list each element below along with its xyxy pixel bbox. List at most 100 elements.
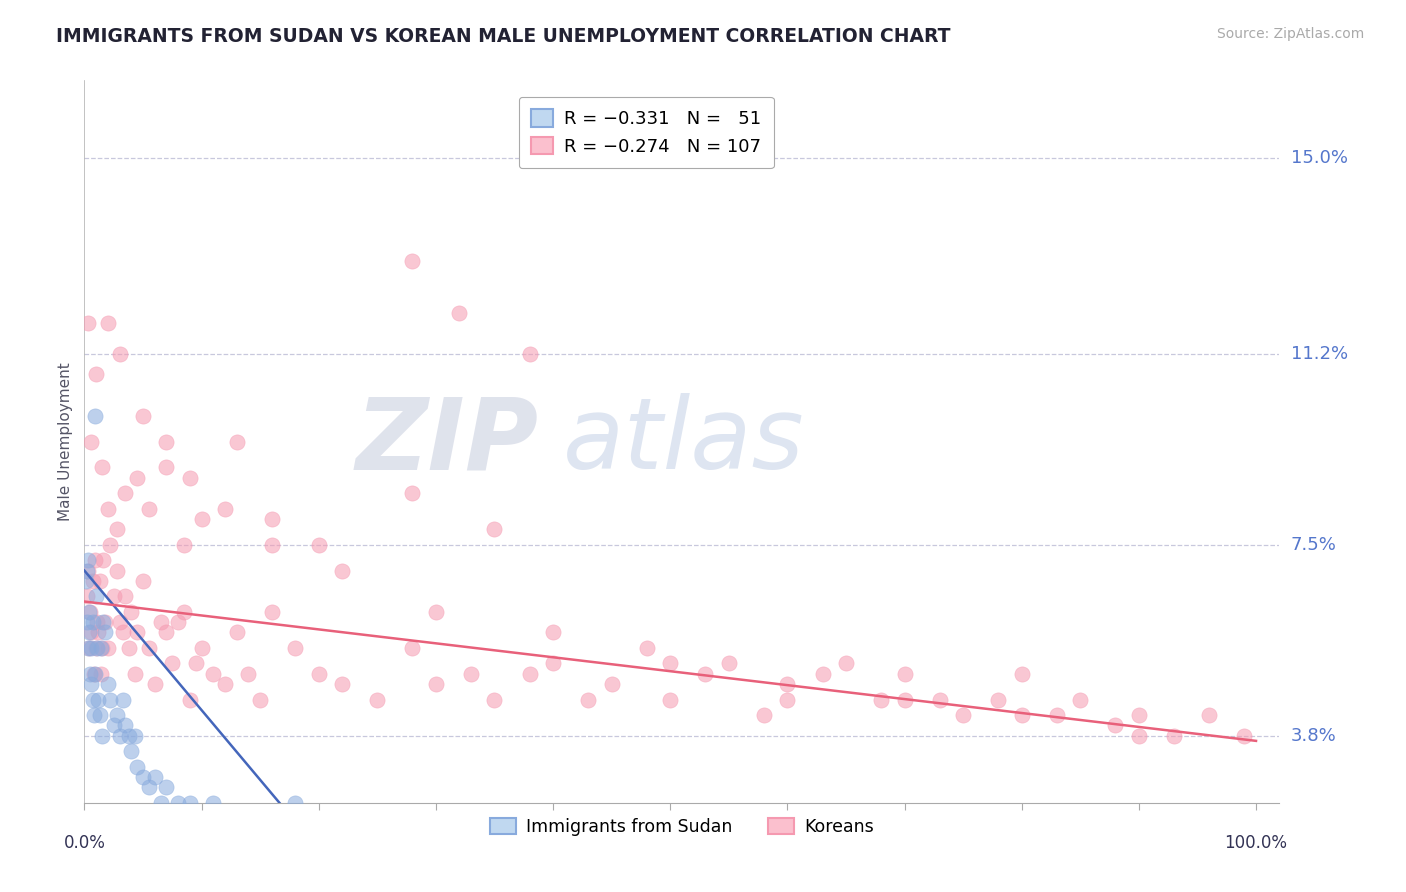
Point <box>91 615 114 630</box>
Point <box>86 640 108 655</box>
Point <box>260 538 283 552</box>
Text: ZIP: ZIP <box>356 393 538 490</box>
Point <box>77 605 100 619</box>
Point <box>870 692 893 706</box>
Point <box>103 590 125 604</box>
Text: 0.0%: 0.0% <box>63 834 105 852</box>
Point <box>77 625 100 640</box>
Point <box>1011 708 1033 723</box>
Point <box>1011 666 1033 681</box>
Point <box>89 708 111 723</box>
Point <box>214 677 236 691</box>
Point <box>190 640 212 655</box>
Point <box>149 796 172 810</box>
Text: 7.5%: 7.5% <box>1291 536 1337 554</box>
Point <box>84 553 107 567</box>
Point <box>112 625 135 640</box>
Point <box>76 564 98 578</box>
Point <box>80 434 103 449</box>
Point <box>162 657 183 671</box>
Point <box>238 811 260 825</box>
Point <box>90 729 114 743</box>
Point <box>659 657 682 671</box>
Point <box>138 640 160 655</box>
Point <box>167 796 190 810</box>
Point <box>776 677 799 691</box>
Point <box>84 368 107 382</box>
Point <box>1163 729 1185 743</box>
Point <box>143 770 166 784</box>
Point <box>76 640 98 655</box>
Point <box>190 512 212 526</box>
Point <box>835 657 858 671</box>
Point <box>249 692 271 706</box>
Point <box>97 677 120 691</box>
Point <box>76 316 98 330</box>
Point <box>118 729 141 743</box>
Point <box>184 657 207 671</box>
Point <box>284 796 307 810</box>
Point <box>695 666 717 681</box>
Point <box>76 590 98 604</box>
Point <box>1069 692 1091 706</box>
Point <box>118 640 141 655</box>
Point <box>84 666 107 681</box>
Point <box>84 409 107 423</box>
Point <box>155 434 177 449</box>
Point <box>127 471 149 485</box>
Point <box>98 692 121 706</box>
Point <box>202 796 225 810</box>
Point <box>1128 729 1150 743</box>
Point <box>83 708 105 723</box>
Point <box>260 822 283 836</box>
Text: atlas: atlas <box>562 393 804 490</box>
Point <box>132 409 155 423</box>
Point <box>401 640 423 655</box>
Point <box>82 615 104 630</box>
Point <box>138 780 160 795</box>
Point <box>87 625 110 640</box>
Point <box>80 640 103 655</box>
Point <box>79 666 101 681</box>
Text: 100.0%: 100.0% <box>1225 834 1288 852</box>
Point <box>260 512 283 526</box>
Point <box>238 666 260 681</box>
Point <box>90 640 112 655</box>
Point <box>138 501 160 516</box>
Point <box>541 625 564 640</box>
Point <box>124 666 146 681</box>
Point <box>541 657 564 671</box>
Point <box>179 796 201 810</box>
Point <box>1198 708 1220 723</box>
Point <box>79 605 101 619</box>
Point <box>82 692 104 706</box>
Point <box>752 708 775 723</box>
Point <box>717 657 740 671</box>
Point <box>893 666 915 681</box>
Point <box>132 770 155 784</box>
Point <box>190 811 212 825</box>
Point <box>97 640 120 655</box>
Point <box>94 615 117 630</box>
Point <box>425 605 447 619</box>
Point <box>811 666 834 681</box>
Text: 11.2%: 11.2% <box>1291 345 1348 363</box>
Point <box>179 471 201 485</box>
Point <box>308 666 330 681</box>
Point <box>90 640 114 655</box>
Point <box>184 811 207 825</box>
Point <box>108 729 131 743</box>
Point <box>893 692 915 706</box>
Point <box>90 666 112 681</box>
Point <box>202 666 225 681</box>
Point <box>76 553 98 567</box>
Point <box>97 316 120 330</box>
Point <box>86 615 108 630</box>
Point <box>112 692 135 706</box>
Point <box>1046 708 1069 723</box>
Point <box>114 590 136 604</box>
Point <box>776 692 799 706</box>
Point <box>214 832 236 847</box>
Point <box>1128 708 1150 723</box>
Point <box>952 708 974 723</box>
